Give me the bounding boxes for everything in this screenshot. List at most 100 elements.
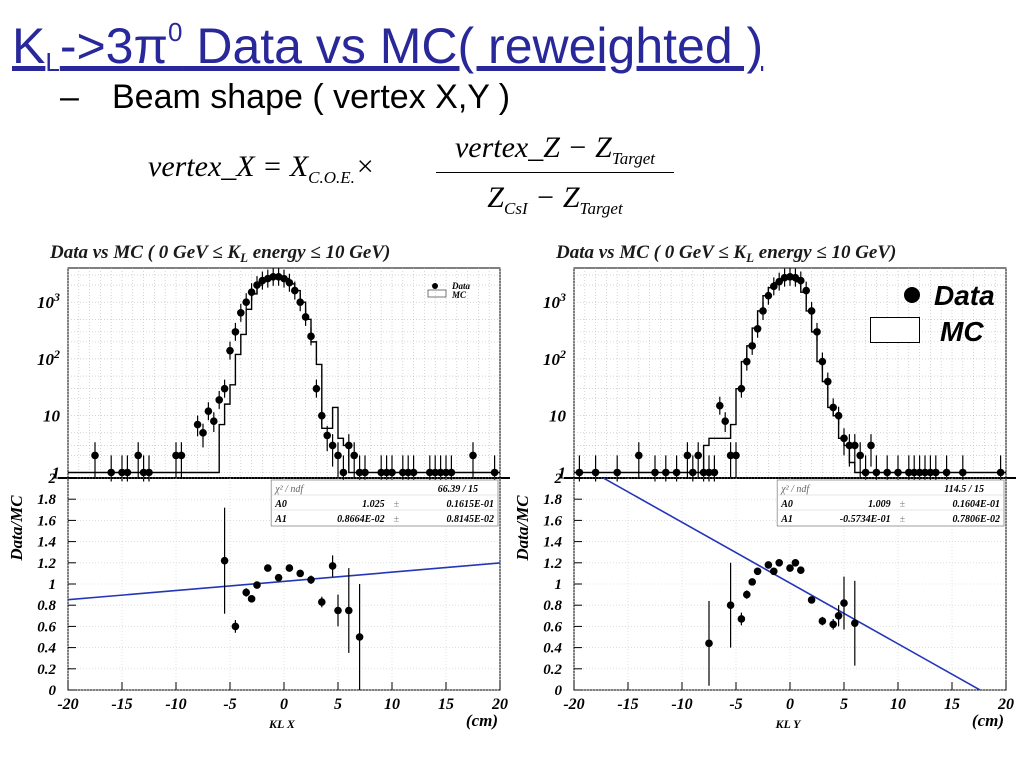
data-point bbox=[818, 357, 827, 366]
lower-ytick-label: 1 bbox=[49, 577, 57, 593]
stats-a0-error: 0.1615E-01 bbox=[447, 499, 495, 510]
data-point bbox=[426, 468, 434, 477]
xtick-label: 20 bbox=[491, 696, 508, 713]
data-point bbox=[404, 468, 413, 477]
upper-ytick-label: 102 bbox=[37, 347, 60, 369]
data-point bbox=[872, 468, 881, 477]
data-point bbox=[123, 468, 132, 477]
data-point bbox=[361, 468, 369, 477]
stats-a1-pm: ± bbox=[900, 514, 906, 525]
xtick-label: -5 bbox=[223, 696, 236, 713]
lower-ytick-label: 0 bbox=[555, 683, 563, 699]
lower-ytick-label: 0.6 bbox=[543, 619, 562, 635]
bullet-text: Beam shape ( vertex X,Y ) bbox=[112, 78, 511, 116]
data-point bbox=[802, 286, 810, 295]
side-legend-mc-row: MC bbox=[870, 316, 984, 348]
ratio-point bbox=[285, 564, 294, 572]
data-point bbox=[107, 468, 115, 477]
data-point bbox=[689, 468, 697, 477]
chart-panel-1: Data vs MC ( 0 GeV ≤ KL energy ≤ 10 GeV)… bbox=[7, 242, 510, 731]
fit-line bbox=[601, 478, 982, 690]
lower-ytick-label: 0.4 bbox=[37, 641, 56, 657]
formula-den-b-sub: Target bbox=[579, 199, 623, 218]
lower-ytick-label: 0.6 bbox=[37, 619, 56, 635]
ratio-point bbox=[786, 564, 794, 572]
chart-title: Data vs MC ( 0 GeV ≤ KL energy ≤ 10 GeV) bbox=[49, 242, 390, 265]
ratio-point bbox=[737, 615, 746, 623]
data-point bbox=[764, 291, 773, 300]
data-point bbox=[339, 468, 348, 477]
xtick-label: 10 bbox=[890, 696, 906, 713]
data-point bbox=[721, 417, 729, 426]
formula-times: × bbox=[354, 150, 376, 183]
data-point bbox=[285, 278, 294, 287]
upper-ytick-label: 102 bbox=[543, 347, 566, 369]
lower-ytick-label: 0.8 bbox=[543, 598, 562, 614]
data-point bbox=[118, 468, 126, 477]
fit-line bbox=[68, 562, 500, 601]
inner-legend-mc-label: MC bbox=[451, 290, 467, 300]
upper-ytick-label: 1 bbox=[558, 463, 567, 482]
data-point bbox=[732, 451, 740, 460]
ratio-point bbox=[242, 588, 250, 597]
data-point bbox=[705, 468, 713, 477]
data-point bbox=[91, 451, 99, 460]
stats-a1-label: A1 bbox=[274, 514, 287, 525]
data-point bbox=[247, 288, 256, 296]
lower-ylabel: Data/MC bbox=[7, 495, 26, 562]
data-point bbox=[199, 429, 207, 437]
data-point bbox=[851, 441, 859, 450]
ratio-point bbox=[726, 601, 735, 609]
chart-panel-2: Data vs MC ( 0 GeV ≤ KL energy ≤ 10 GeV)… bbox=[513, 242, 1016, 731]
stats-a1-pm: ± bbox=[394, 514, 400, 525]
data-point bbox=[388, 468, 396, 477]
data-point bbox=[334, 451, 342, 460]
title-zero-superscript: 0 bbox=[168, 17, 183, 47]
data-point bbox=[699, 468, 708, 477]
data-point bbox=[613, 468, 621, 477]
title-k: K bbox=[12, 18, 46, 74]
slide-title: KL->3π0 Data vs MC( reweighted ) bbox=[12, 0, 763, 94]
data-point bbox=[575, 468, 584, 477]
data-point bbox=[145, 468, 153, 477]
data-point bbox=[942, 468, 951, 477]
data-point bbox=[442, 468, 450, 477]
upper-ytick-label: 103 bbox=[37, 290, 60, 312]
data-point bbox=[651, 468, 659, 477]
data-point bbox=[231, 328, 240, 336]
lower-ytick-label: 1.4 bbox=[37, 535, 56, 551]
data-point bbox=[840, 434, 848, 443]
lower-ytick-label: 0.4 bbox=[543, 641, 562, 657]
stats-box bbox=[270, 479, 499, 527]
lower-unit-label: (cm) bbox=[466, 711, 498, 730]
upper-ytick-label: 103 bbox=[543, 290, 566, 312]
data-point bbox=[753, 324, 762, 333]
xtick-label: -15 bbox=[617, 696, 638, 713]
data-point bbox=[399, 468, 407, 477]
inner-legend-data-marker bbox=[432, 283, 438, 289]
data-point bbox=[915, 468, 924, 477]
data-point bbox=[280, 274, 288, 283]
stats-box bbox=[776, 479, 1005, 527]
data-point bbox=[797, 276, 805, 285]
xtick-label: 5 bbox=[840, 696, 848, 713]
data-point bbox=[910, 468, 918, 477]
ratio-point bbox=[220, 556, 229, 565]
title-l-subscript: L bbox=[45, 47, 60, 77]
xtick-label: 0 bbox=[786, 696, 794, 713]
ratio-point bbox=[231, 622, 240, 631]
data-point bbox=[193, 420, 202, 429]
formula-num-text: vertex_Z − Z bbox=[454, 131, 612, 164]
upper-ytick-label: 10 bbox=[549, 407, 567, 426]
stats-a0-label: A0 bbox=[780, 499, 793, 510]
lower-ytick-label: 1.6 bbox=[37, 513, 56, 529]
title-pi: π bbox=[133, 18, 169, 74]
data-point bbox=[345, 441, 353, 450]
ratio-point bbox=[764, 561, 773, 569]
stats-a0-value: 1.025 bbox=[362, 499, 385, 510]
data-point bbox=[775, 277, 783, 286]
data-point bbox=[382, 468, 391, 477]
formula-numerator: vertex_Z − ZTarget bbox=[436, 128, 674, 172]
lower-ytick-label: 0.2 bbox=[37, 662, 56, 678]
